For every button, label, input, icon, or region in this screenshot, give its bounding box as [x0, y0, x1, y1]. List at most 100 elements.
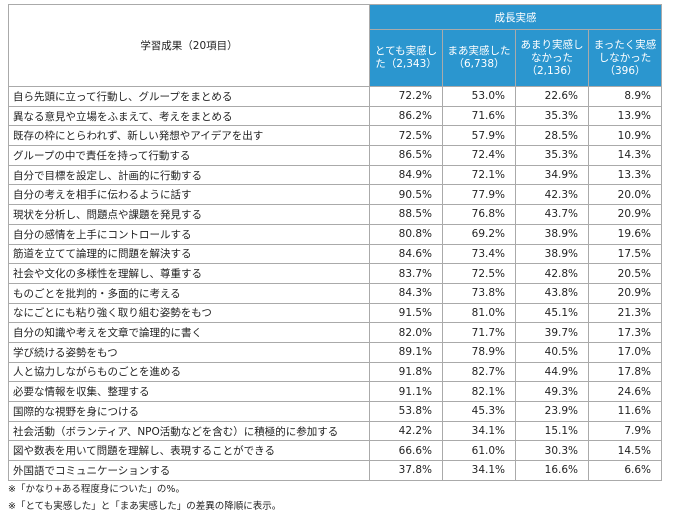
value-cell: 20.5%: [588, 263, 662, 284]
value-cell: 77.9%: [442, 184, 516, 206]
value-cell: 6.6%: [588, 460, 662, 481]
results-table: 学習成果（20項目） 成長実感 とても実感した（2,343） まあ実感した（6,7…: [8, 4, 662, 481]
column-header: まあ実感した（6,738）: [442, 29, 516, 87]
value-cell: 35.3%: [515, 105, 589, 127]
value-cell: 73.8%: [442, 282, 516, 304]
value-cell: 28.5%: [515, 125, 589, 147]
value-cell: 84.9%: [369, 164, 443, 186]
item-cell: 自分の知識や考えを文章で論理的に書く: [8, 322, 370, 343]
table-row: 学び続ける姿勢をもつ 89.1% 78.9% 40.5% 17.0%: [8, 341, 662, 363]
value-cell: 91.1%: [369, 381, 443, 402]
table-row: 異なる意見や立場をふまえて、考えをまとめる 86.2% 71.6% 35.3% 13.9…: [8, 105, 662, 127]
item-cell: 人と協力しながらものごとを進める: [8, 361, 370, 383]
table-row: 現状を分析し、問題点や課題を発見する 88.5% 76.8% 43.7% 20.9%: [8, 204, 662, 225]
item-cell: 自分で目標を設定し、計画的に行動する: [8, 164, 370, 186]
value-cell: 38.9%: [515, 223, 589, 245]
table-row: 自ら先頭に立って行動し、グループをまとめる 72.2% 53.0% 22.6% 8.9%: [8, 86, 662, 107]
value-cell: 13.3%: [588, 164, 662, 186]
value-cell: 78.9%: [442, 341, 516, 363]
table-row: 外国語でコミュニケーションする 37.8% 34.1% 16.6% 6.6%: [8, 460, 662, 481]
value-cell: 14.5%: [588, 440, 662, 462]
column-header: とても実感した（2,343）: [369, 29, 443, 87]
value-cell: 89.1%: [369, 341, 443, 363]
table-row: 筋道を立てて論理的に問題を解決する 84.6% 73.4% 38.9% 17.5%: [8, 243, 662, 265]
value-cell: 20.0%: [588, 184, 662, 206]
item-cell: 自ら先頭に立って行動し、グループをまとめる: [8, 86, 370, 107]
value-cell: 91.8%: [369, 361, 443, 383]
column-header: まったく実感しなかった（396）: [588, 29, 662, 87]
content: 学習成果（20項目） 成長実感 とても実感した（2,343） まあ実感した（6,7…: [8, 4, 662, 515]
notes: ※「かなり+ある程度身についた」の%。 ※「とても実感した」と「まあ実感した」の差…: [8, 481, 662, 515]
table-row: 自分の感情を上手にコントロールする 80.8% 69.2% 38.9% 19.6%: [8, 223, 662, 245]
item-cell: 社会や文化の多様性を理解し、尊重する: [8, 263, 370, 284]
value-cell: 17.8%: [588, 361, 662, 383]
value-cell: 34.9%: [515, 164, 589, 186]
value-cell: 24.6%: [588, 381, 662, 402]
value-cell: 80.8%: [369, 223, 443, 245]
item-cell: 既存の枠にとらわれず、新しい発想やアイデアを出す: [8, 125, 370, 147]
table-row: ものごとを批判的・多面的に考える 84.3% 73.8% 43.8% 20.9%: [8, 282, 662, 304]
value-cell: 83.7%: [369, 263, 443, 284]
value-cell: 91.5%: [369, 302, 443, 324]
item-cell: 自分の考えを相手に伝わるように話す: [8, 184, 370, 206]
value-cell: 84.3%: [369, 282, 443, 304]
value-cell: 16.6%: [515, 460, 589, 481]
value-cell: 43.7%: [515, 204, 589, 225]
value-cell: 17.5%: [588, 243, 662, 265]
table-row: 自分の知識や考えを文章で論理的に書く 82.0% 71.7% 39.7% 17.3%: [8, 322, 662, 343]
value-cell: 71.6%: [442, 105, 516, 127]
footnote: ※「かなり+ある程度身についた」の%。: [8, 483, 185, 495]
value-cell: 66.6%: [369, 440, 443, 462]
value-cell: 34.1%: [442, 460, 516, 481]
value-cell: 20.9%: [588, 282, 662, 304]
item-cell: 現状を分析し、問題点や課題を発見する: [8, 204, 370, 225]
value-cell: 73.4%: [442, 243, 516, 265]
item-cell: グループの中で責任を持って行動する: [8, 145, 370, 166]
table-row: なにごとにも粘り強く取り組む姿勢をもつ 91.5% 81.0% 45.1% 21.3%: [8, 302, 662, 324]
value-cell: 7.9%: [588, 420, 662, 442]
item-cell: 外国語でコミュニケーションする: [8, 460, 370, 481]
footnote: ※「とても実感した」と「まあ実感した」の差異の降順に表示。: [8, 500, 282, 512]
value-cell: 19.6%: [588, 223, 662, 245]
value-cell: 30.3%: [515, 440, 589, 462]
table-row: 社会活動（ボランティア、NPO活動などを含む）に積極的に参加する 42.2% 34.…: [8, 420, 662, 442]
value-cell: 82.7%: [442, 361, 516, 383]
value-cell: 15.1%: [515, 420, 589, 442]
value-cell: 71.7%: [442, 322, 516, 343]
value-cell: 23.9%: [515, 401, 589, 422]
value-cell: 14.3%: [588, 145, 662, 166]
table-row: 人と協力しながらものごとを進める 91.8% 82.7% 44.9% 17.8%: [8, 361, 662, 383]
value-cell: 13.9%: [588, 105, 662, 127]
table-row: グループの中で責任を持って行動する 86.5% 72.4% 35.3% 14.3%: [8, 145, 662, 166]
table-row: 自分の考えを相手に伝わるように話す 90.5% 77.9% 42.3% 20.0%: [8, 184, 662, 206]
value-cell: 42.3%: [515, 184, 589, 206]
table-row: 社会や文化の多様性を理解し、尊重する 83.7% 72.5% 42.8% 20.5%: [8, 263, 662, 284]
value-cell: 44.9%: [515, 361, 589, 383]
item-cell: 異なる意見や立場をふまえて、考えをまとめる: [8, 105, 370, 127]
value-cell: 10.9%: [588, 125, 662, 147]
value-cell: 72.4%: [442, 145, 516, 166]
value-cell: 88.5%: [369, 204, 443, 225]
item-cell: なにごとにも粘り強く取り組む姿勢をもつ: [8, 302, 370, 324]
value-cell: 8.9%: [588, 86, 662, 107]
item-cell: 社会活動（ボランティア、NPO活動などを含む）に積極的に参加する: [8, 420, 370, 442]
item-header: 学習成果（20項目）: [8, 4, 370, 87]
table-row: 既存の枠にとらわれず、新しい発想やアイデアを出す 72.5% 57.9% 28.5% 1…: [8, 125, 662, 147]
item-cell: 筋道を立てて論理的に問題を解決する: [8, 243, 370, 265]
value-cell: 45.3%: [442, 401, 516, 422]
table-row: 国際的な視野を身につける 53.8% 45.3% 23.9% 11.6%: [8, 401, 662, 422]
value-cell: 81.0%: [442, 302, 516, 324]
value-cell: 86.5%: [369, 145, 443, 166]
column-header: あまり実感しなかった（2,136）: [515, 29, 589, 87]
value-cell: 45.1%: [515, 302, 589, 324]
value-cell: 86.2%: [369, 105, 443, 127]
item-cell: 国際的な視野を身につける: [8, 401, 370, 422]
value-cell: 49.3%: [515, 381, 589, 402]
value-cell: 72.5%: [442, 263, 516, 284]
value-cell: 61.0%: [442, 440, 516, 462]
item-cell: 必要な情報を収集、整理する: [8, 381, 370, 402]
item-cell: 自分の感情を上手にコントロールする: [8, 223, 370, 245]
value-cell: 82.0%: [369, 322, 443, 343]
value-cell: 35.3%: [515, 145, 589, 166]
value-cell: 69.2%: [442, 223, 516, 245]
